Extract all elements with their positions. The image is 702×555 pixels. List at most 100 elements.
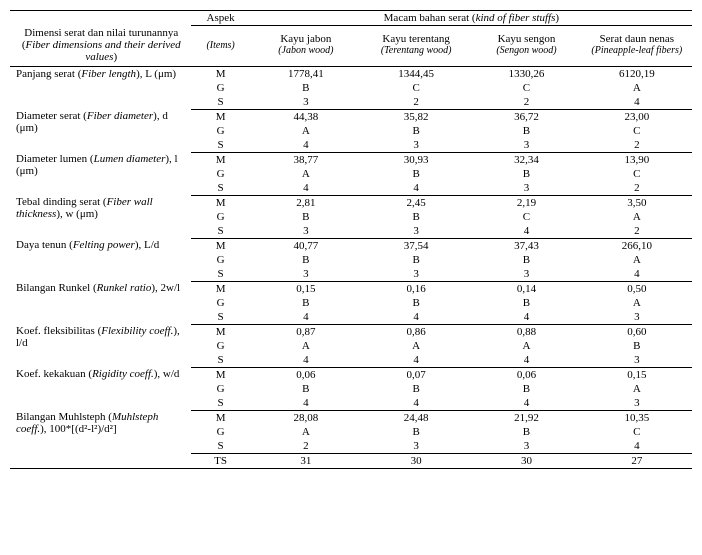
aspect-s: S: [218, 397, 224, 409]
aspect-g: G: [217, 168, 225, 180]
val-m-3-0: 2,81: [296, 197, 315, 209]
val-g-5-3: A: [633, 297, 641, 309]
aspect-m: M: [216, 412, 226, 424]
aspect-g: G: [217, 297, 225, 309]
aspect-s: S: [218, 225, 224, 237]
aspect-s: S: [218, 440, 224, 452]
val-s-0-1: 2: [413, 96, 419, 108]
row-label-4: Daya tenun (Felting power), L/d: [16, 239, 159, 251]
aspect-g: G: [217, 340, 225, 352]
val-g-8-3: C: [633, 426, 640, 438]
val-s-4-2: 3: [524, 268, 530, 280]
val-m-0-1: 1344,45: [398, 68, 434, 80]
aspect-g: G: [217, 125, 225, 137]
val-s-5-1: 4: [413, 311, 419, 323]
val-m-1-2: 36,72: [514, 111, 539, 123]
ts-val-1: 30: [411, 455, 422, 467]
val-m-2-0: 38,77: [293, 154, 318, 166]
val-m-0-2: 1330,26: [509, 68, 545, 80]
val-g-3-1: B: [412, 211, 419, 223]
val-s-6-0: 4: [303, 354, 309, 366]
val-g-7-3: A: [633, 383, 641, 395]
aspect-s: S: [218, 182, 224, 194]
val-m-7-0: 0,06: [296, 369, 315, 381]
ts-val-2: 30: [521, 455, 532, 467]
val-g-3-2: C: [523, 211, 530, 223]
aspect-g: G: [217, 383, 225, 395]
val-m-2-2: 32,34: [514, 154, 539, 166]
val-s-3-3: 2: [634, 225, 640, 237]
val-m-5-3: 0,50: [627, 283, 646, 295]
val-g-2-2: B: [523, 168, 530, 180]
aspect-m: M: [216, 326, 226, 338]
val-m-2-1: 30,93: [404, 154, 429, 166]
row-label-0: Panjang serat (Fiber length), L (μm): [16, 68, 176, 80]
val-g-2-3: C: [633, 168, 640, 180]
val-s-7-3: 3: [634, 397, 640, 409]
val-m-1-0: 44,38: [293, 111, 318, 123]
val-g-5-1: B: [412, 297, 419, 309]
val-s-1-0: 4: [303, 139, 309, 151]
val-s-4-1: 3: [413, 268, 419, 280]
val-g-5-0: B: [302, 297, 309, 309]
aspect-g: G: [217, 82, 225, 94]
val-s-7-2: 4: [524, 397, 530, 409]
val-m-6-3: 0,60: [627, 326, 646, 338]
val-m-1-3: 23,00: [624, 111, 649, 123]
val-m-6-1: 0,86: [407, 326, 426, 338]
val-g-4-2: B: [523, 254, 530, 266]
aspect-s: S: [218, 139, 224, 151]
aspect-m: M: [216, 369, 226, 381]
row-label-8: Bilangan Muhlsteph (Muhlsteph coeff.), 1…: [16, 411, 158, 435]
val-s-5-3: 3: [634, 311, 640, 323]
row-label-1: Diameter serat (Fiber diameter), d (μm): [16, 110, 168, 134]
row-label-5: Bilangan Runkel (Runkel ratio), 2w/l: [16, 282, 180, 294]
val-s-7-0: 4: [303, 397, 309, 409]
val-s-2-0: 4: [303, 182, 309, 194]
val-m-3-3: 3,50: [627, 197, 646, 209]
val-m-6-0: 0,87: [296, 326, 315, 338]
ts-label: TS: [214, 455, 227, 467]
val-m-8-3: 10,35: [624, 412, 649, 424]
val-s-2-2: 3: [524, 182, 530, 194]
val-g-2-1: B: [412, 168, 419, 180]
val-g-8-1: B: [412, 426, 419, 438]
val-m-2-3: 13,90: [624, 154, 649, 166]
val-g-2-0: A: [302, 168, 310, 180]
aspect-m: M: [216, 111, 226, 123]
val-s-2-1: 4: [413, 182, 419, 194]
aspect-g: G: [217, 211, 225, 223]
aspect-s: S: [218, 96, 224, 108]
col-header-2: Kayu sengon: [475, 33, 577, 45]
val-s-0-0: 3: [303, 96, 309, 108]
val-m-8-0: 28,08: [293, 412, 318, 424]
val-g-0-2: C: [523, 82, 530, 94]
val-s-2-3: 2: [634, 182, 640, 194]
val-m-0-0: 1778,41: [288, 68, 324, 80]
col-header-3: Serat daun nenas: [586, 33, 688, 45]
val-m-4-0: 40,77: [293, 240, 318, 252]
val-s-8-3: 4: [634, 440, 640, 452]
val-s-4-0: 3: [303, 268, 309, 280]
val-s-1-2: 3: [524, 139, 530, 151]
col-header-1: Kayu terentang: [365, 33, 467, 45]
val-m-4-2: 37,43: [514, 240, 539, 252]
aspect-s: S: [218, 311, 224, 323]
val-m-7-3: 0,15: [627, 369, 646, 381]
val-g-8-2: B: [523, 426, 530, 438]
val-g-6-1: A: [412, 340, 420, 352]
val-m-5-1: 0,16: [407, 283, 426, 295]
val-s-8-1: 3: [413, 440, 419, 452]
val-s-0-2: 2: [524, 96, 530, 108]
aspek-header: Aspek: [207, 12, 235, 24]
val-s-5-0: 4: [303, 311, 309, 323]
aspek-sub: (Items): [206, 40, 234, 51]
val-m-5-0: 0,15: [296, 283, 315, 295]
val-s-8-0: 2: [303, 440, 309, 452]
val-g-4-1: B: [412, 254, 419, 266]
val-g-4-3: A: [633, 254, 641, 266]
aspect-s: S: [218, 354, 224, 366]
val-m-5-2: 0,14: [517, 283, 536, 295]
aspect-m: M: [216, 154, 226, 166]
val-m-6-2: 0,88: [517, 326, 536, 338]
